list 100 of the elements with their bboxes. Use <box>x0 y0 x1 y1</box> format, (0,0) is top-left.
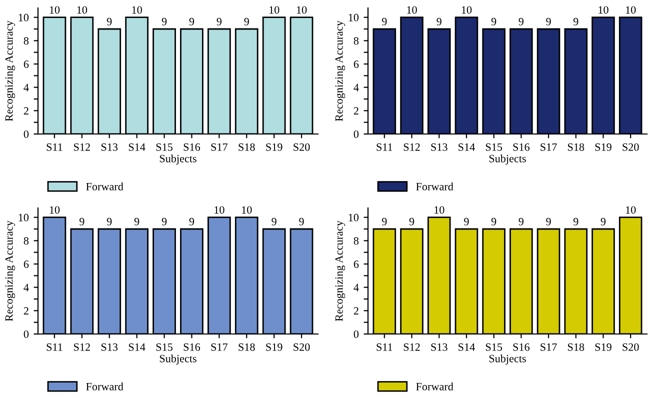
x-tick-label: S15 <box>156 143 172 151</box>
y-tick-label: 8 <box>354 37 359 45</box>
data-label: 9 <box>491 218 496 226</box>
x-tick-label: S17 <box>211 143 228 151</box>
y-axis-title: Recognizing Accuracy <box>5 20 16 122</box>
data-label: 10 <box>407 6 417 14</box>
y-tick-label: 10 <box>348 14 359 22</box>
data-label: 9 <box>409 218 414 226</box>
data-label: 9 <box>600 218 606 226</box>
y-tick-label: 2 <box>354 107 358 115</box>
data-label: 10 <box>434 206 444 214</box>
legend-label: Forward <box>416 382 454 390</box>
y-tick-label: 0 <box>24 130 29 138</box>
y-axis-title: Recognizing Accuracy <box>335 20 346 122</box>
data-label: 9 <box>464 218 469 226</box>
y-tick-label: 8 <box>354 237 359 245</box>
y-tick-label: 4 <box>24 284 29 292</box>
y-tick-label: 8 <box>24 37 29 45</box>
x-tick-label: S11 <box>46 343 62 351</box>
legend-label: Forward <box>86 382 124 390</box>
y-tick-label: 2 <box>24 307 28 315</box>
data-label: 10 <box>296 6 307 14</box>
x-tick-label: S11 <box>376 343 392 351</box>
data-label: 9 <box>382 18 387 26</box>
data-label: 9 <box>546 218 551 226</box>
data-label: 10 <box>50 206 60 214</box>
data-label: 9 <box>80 218 84 226</box>
x-tick-label: S14 <box>128 143 146 151</box>
y-tick-label: 4 <box>354 84 359 92</box>
x-axis-title: Subjects <box>489 354 526 365</box>
x-tick-label: S11 <box>46 143 62 151</box>
x-tick-label: S17 <box>211 343 228 351</box>
x-tick-label: S14 <box>458 343 475 351</box>
x-tick-label: S20 <box>622 343 639 351</box>
data-label: 9 <box>573 218 578 226</box>
x-tick-label: S12 <box>404 343 420 351</box>
y-tick-label: 10 <box>348 214 359 222</box>
y-tick-label: 6 <box>354 260 359 268</box>
x-tick-label: S20 <box>294 143 310 151</box>
y-tick-label: 4 <box>24 84 29 92</box>
y-tick-label: 10 <box>18 14 29 22</box>
data-label: 10 <box>50 6 60 14</box>
data-label: 9 <box>162 18 167 26</box>
y-tick-label: 0 <box>354 130 359 138</box>
data-label: 9 <box>162 218 167 226</box>
x-tick-label: S14 <box>458 143 475 151</box>
x-tick-label: S20 <box>622 143 639 151</box>
x-tick-label: S19 <box>595 343 612 351</box>
x-tick-label: S12 <box>74 143 90 151</box>
data-label: 10 <box>462 6 472 14</box>
data-label: 10 <box>270 6 280 14</box>
x-tick-label: S15 <box>486 343 502 351</box>
data-label: 9 <box>244 18 249 26</box>
data-label: 9 <box>272 218 276 226</box>
data-label: 9 <box>518 218 524 226</box>
x-tick-label: S19 <box>266 143 282 151</box>
x-axis-title: Subjects <box>160 154 196 165</box>
x-tick-label: S16 <box>513 343 530 351</box>
x-tick-label: S15 <box>486 143 502 151</box>
x-tick-label: S19 <box>266 343 282 351</box>
x-tick-label: S13 <box>101 143 118 151</box>
y-tick-label: 2 <box>354 307 358 315</box>
data-label: 9 <box>299 218 304 226</box>
x-axis-title: Subjects <box>160 354 196 365</box>
x-tick-label: S20 <box>294 343 310 351</box>
data-label: 9 <box>382 218 387 226</box>
x-tick-label: S16 <box>184 143 200 151</box>
data-label: 10 <box>214 206 224 214</box>
data-label: 9 <box>106 218 112 226</box>
x-tick-label: S17 <box>540 343 557 351</box>
y-axis-title: Recognizing Accuracy <box>335 220 346 322</box>
y-tick-label: 2 <box>24 107 28 115</box>
data-label: 9 <box>189 18 194 26</box>
data-label: 10 <box>77 6 88 14</box>
y-tick-label: 4 <box>354 284 359 292</box>
data-label: 9 <box>189 218 194 226</box>
legend-label: Forward <box>416 182 454 190</box>
y-tick-label: 0 <box>24 330 29 338</box>
x-tick-label: S16 <box>184 343 200 351</box>
x-tick-label: S19 <box>595 143 612 151</box>
y-tick-label: 6 <box>24 260 29 268</box>
x-tick-label: S18 <box>568 143 584 151</box>
x-tick-label: S14 <box>128 343 146 351</box>
y-tick-label: 6 <box>24 60 29 68</box>
x-tick-label: S12 <box>404 143 420 151</box>
data-label: 9 <box>518 18 524 26</box>
data-label: 10 <box>626 206 636 214</box>
y-tick-label: 8 <box>24 237 29 245</box>
legend-label: Forward <box>86 182 124 190</box>
data-label: 9 <box>106 18 112 26</box>
data-label: 9 <box>491 18 496 26</box>
data-label: 10 <box>132 6 142 14</box>
x-axis-title: Subjects <box>489 154 526 165</box>
x-tick-label: S13 <box>431 343 448 351</box>
x-tick-label: S11 <box>376 143 392 151</box>
y-axis-title: Recognizing Accuracy <box>5 220 16 322</box>
x-tick-label: S15 <box>156 343 172 351</box>
data-label: 9 <box>573 18 578 26</box>
x-tick-label: S18 <box>238 343 255 351</box>
x-tick-label: S16 <box>513 143 530 151</box>
